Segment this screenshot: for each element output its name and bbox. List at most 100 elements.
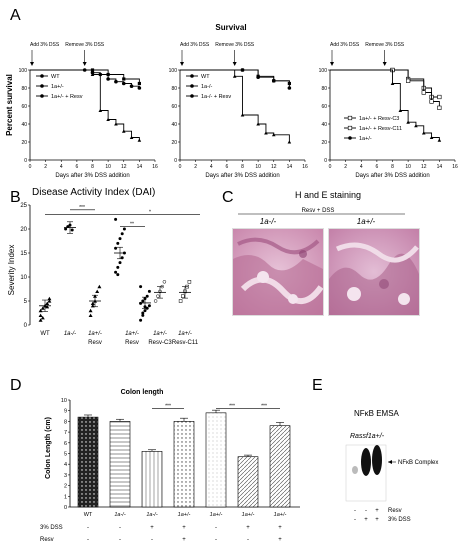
x-category-label: 1a-/- [146,512,157,518]
x-tick-label: 0 [179,164,182,170]
series-marker [437,105,442,110]
y-tick-label: 0 [64,505,67,511]
series-marker [437,94,442,100]
x-tick-label: 12 [271,164,277,170]
x-tick-label: 16 [302,164,308,170]
panel-b-letter: B [10,189,21,206]
data-point [40,316,45,320]
data-point [147,304,151,308]
series-marker [129,135,134,139]
remove-dss-label: Remove 3% DSS [65,42,105,48]
series-marker [121,81,126,86]
legend-marker [40,74,44,78]
x-tick-label: 6 [225,164,228,170]
x-category-label: 1a+/- [242,512,255,518]
series-marker [240,68,245,72]
remove-dss-arrowhead [82,62,87,66]
he-image-1a-knockout [232,228,324,316]
x-tick-label: 0 [329,164,332,170]
x-tick-label: 14 [137,164,143,170]
x-tick-label: 8 [241,164,244,170]
dss-flag: + [364,517,368,523]
dss-flag: + [246,525,250,531]
series-marker [114,79,118,84]
resv-flag: - [87,537,89,543]
panel-b-ylabel: Severity Index [7,245,16,296]
data-point [40,306,45,310]
add-dss-arrowhead [180,62,184,66]
y-tick-label: 0 [24,158,27,164]
series-marker [264,131,268,135]
y-tick-label: 1 [64,494,67,500]
dss-flag: + [375,517,379,523]
data-point [45,304,50,309]
add-dss-arrowhead [30,62,34,66]
series-line [30,69,140,141]
survival-chart-1: 0 2 4 6 8 10 12 14 16 0 20 40 60 80 100 Days after 3% D… [19,42,158,179]
data-point [116,241,120,245]
panel-e-letter: E [312,377,323,394]
series-line [180,69,290,84]
x-axis-label: Days after 3% DSS addition [355,173,429,179]
y-tick-label: 20 [20,227,27,233]
remove-dss-arrowhead [382,62,387,66]
data-point [141,299,145,303]
data-point [88,313,93,317]
y-tick-label: 0 [324,158,327,164]
x-tick-label: 8 [91,164,94,170]
data-point [156,294,160,298]
data-point [116,273,120,277]
series-marker [106,117,110,121]
legend-label: WT [201,74,210,80]
data-point [139,318,143,322]
sig-label: * [149,210,151,216]
legend-label: 1a+/- [51,84,64,90]
series-marker [137,86,142,90]
he-right-label: 1a+/- [357,217,376,226]
dss-flag: - [87,525,89,531]
data-point [181,294,185,298]
y-tick-label: 100 [19,68,28,74]
x-tick-label: 2 [194,164,197,170]
x-tick-label: 10 [405,164,411,170]
data-point [143,309,147,313]
series-marker [90,72,95,76]
series-marker [137,138,142,142]
legend-marker [190,94,194,98]
x-category-sublabel: Resv [125,340,139,346]
x-tick-label: 4 [210,164,213,170]
series-marker [137,81,141,86]
series-marker [390,81,395,85]
survival-chart-3: 0 2 4 6 8 10 12 14 16 0 20 40 60 80 100 Days after 3% D… [319,42,458,179]
add-dss-label: Add 3% DSS [180,42,210,48]
panel-e-title: NFκB EMSA [354,409,400,418]
resv-flag: - [151,537,153,543]
complex-pointer-head [388,460,392,464]
panel-d-title: Colon length [121,389,164,396]
dss-flag: + [150,525,154,531]
legend-marker [347,115,353,121]
x-tick-label: 10 [255,164,261,170]
y-tick-label: 80 [21,86,27,92]
x-tick-label: 4 [60,164,63,170]
legend-marker [347,125,353,131]
x-category-label: 1a+/- [88,331,102,337]
x-tick-label: 16 [452,164,458,170]
data-point [114,246,118,250]
bar [77,416,99,508]
y-tick-label: 80 [171,86,177,92]
x-tick-label: 4 [360,164,363,170]
x-axis-label: Days after 3% DSS addition [55,173,129,179]
dai-chart: 0 5 10 15 20 25 WT 1a-/- 1a+/- Resv 1a+/- Resv 1a+/-… [20,203,200,346]
legend-label: 1a-/- + Resv [201,94,231,100]
y-tick-label: 10 [20,275,27,281]
data-point [38,308,43,313]
add-dss-label: Add 3% DSS [30,42,60,48]
data-point [162,280,167,284]
row-label-resv: Resv [388,508,402,514]
legend-label: 1a+/- + Resv-C11 [359,126,402,132]
data-point [153,299,158,303]
data-point [114,270,118,274]
resv-flag: - [119,537,121,543]
x-category-label: 1a-/- [114,512,125,518]
